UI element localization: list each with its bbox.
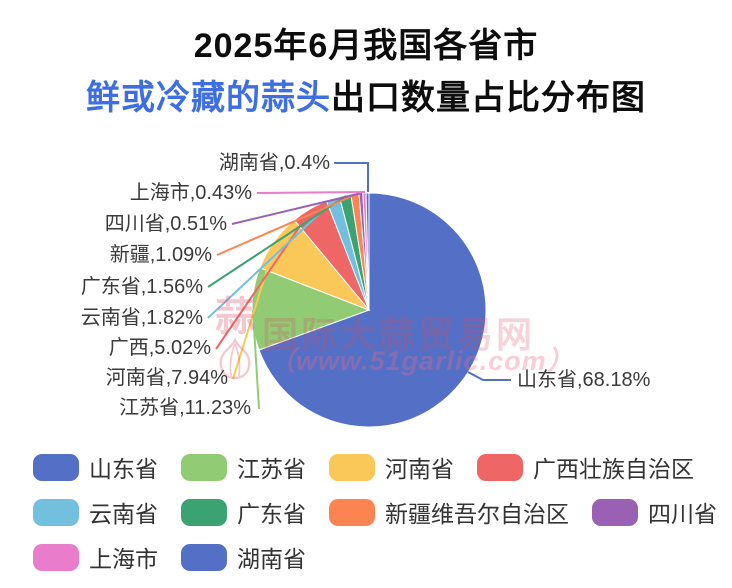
pie-slice-label-0: 山东省,68.18% (517, 369, 651, 391)
chart-title-line2: 鲜或冷藏的蒜头出口数量占比分布图 (0, 78, 732, 118)
legend-swatch-icon (477, 453, 523, 481)
chart-title-line1: 2025年6月我国各省市 (193, 27, 539, 65)
label-leader-line-0 (467, 371, 511, 381)
pie-slice-9[interactable] (365, 192, 370, 311)
legend-item-0[interactable]: 山东省 (33, 450, 158, 484)
legend-swatch-icon (181, 543, 227, 571)
pie-slice-label-2: 河南省,7.94% (105, 367, 228, 389)
legend-label: 湖南省 (237, 546, 306, 572)
label-leader-line-6 (216, 193, 358, 256)
legend-label: 河南省 (385, 456, 454, 482)
pie-slice-label-7: 四川省,0.51% (104, 213, 227, 235)
legend-swatch-icon (33, 543, 79, 571)
legend-label: 云南省 (89, 501, 158, 527)
pie-slice-label-9: 湖南省,0.4% (218, 152, 330, 174)
label-leader-line-9 (334, 162, 369, 192)
pie-slice-label-5: 广东省,1.56% (80, 276, 203, 298)
pie-slice-0[interactable] (258, 192, 487, 428)
legend-swatch-icon (329, 498, 375, 526)
legend-item-1[interactable]: 江苏省 (181, 450, 306, 484)
legend-item-3[interactable]: 广西壮族自治区 (477, 450, 694, 484)
legend-item-7[interactable]: 四川省 (592, 495, 717, 529)
legend-row: 上海市 湖南省 (33, 540, 732, 574)
legend-swatch-icon (181, 498, 227, 526)
chart-title-rest: 出口数量占比分布图 (331, 79, 646, 117)
legend-label: 山东省 (89, 456, 158, 482)
label-leader-line-2 (232, 243, 276, 380)
legend-item-2[interactable]: 河南省 (329, 450, 454, 484)
pie-slice-label-6: 新疆,1.09% (109, 244, 212, 266)
label-leader-line-7 (231, 192, 363, 225)
legend-swatch-icon (181, 453, 227, 481)
label-leader-line-3 (215, 209, 312, 350)
legend-label: 广东省 (237, 501, 306, 527)
legend-swatch-icon (33, 498, 79, 526)
legend-label: 广西壮族自治区 (533, 456, 694, 482)
legend-swatch-icon (33, 453, 79, 481)
pie-slice-label-4: 云南省,1.82% (80, 307, 203, 329)
legend-label: 江苏省 (237, 456, 306, 482)
legend-item-6[interactable]: 新疆维吾尔自治区 (329, 495, 569, 529)
pie-slice-label-8: 上海市,0.43% (129, 182, 252, 204)
chart-title-highlight: 鲜或冷藏的蒜头 (86, 79, 331, 117)
legend-item-4[interactable]: 云南省 (33, 495, 158, 529)
label-leader-line-8 (256, 191, 366, 194)
legend: 山东省 江苏省 河南省 广西壮族自治区云南省 广东省 新疆维吾尔自治区 四川省上海市 湖南省 (33, 453, 732, 588)
legend-item-8[interactable]: 上海市 (33, 540, 158, 574)
label-leader-line-5 (207, 195, 347, 288)
legend-label: 上海市 (89, 546, 158, 572)
legend-row: 云南省 广东省 新疆维吾尔自治区 四川省 (33, 495, 732, 529)
legend-swatch-icon (329, 453, 375, 481)
label-leader-line-1 (252, 310, 260, 410)
legend-item-9[interactable]: 湖南省 (181, 540, 306, 574)
legend-row: 山东省 江苏省 河南省 广西壮族自治区 (33, 450, 732, 484)
legend-label: 新疆维吾尔自治区 (385, 501, 569, 527)
legend-item-5[interactable]: 广东省 (181, 495, 306, 529)
legend-swatch-icon (592, 498, 638, 526)
pie-slice-label-1: 江苏省,11.23% (119, 397, 251, 419)
pie-slice-label-3: 广西,5.02% (108, 337, 211, 359)
label-leader-line-4 (207, 199, 335, 319)
legend-label: 四川省 (648, 501, 717, 527)
